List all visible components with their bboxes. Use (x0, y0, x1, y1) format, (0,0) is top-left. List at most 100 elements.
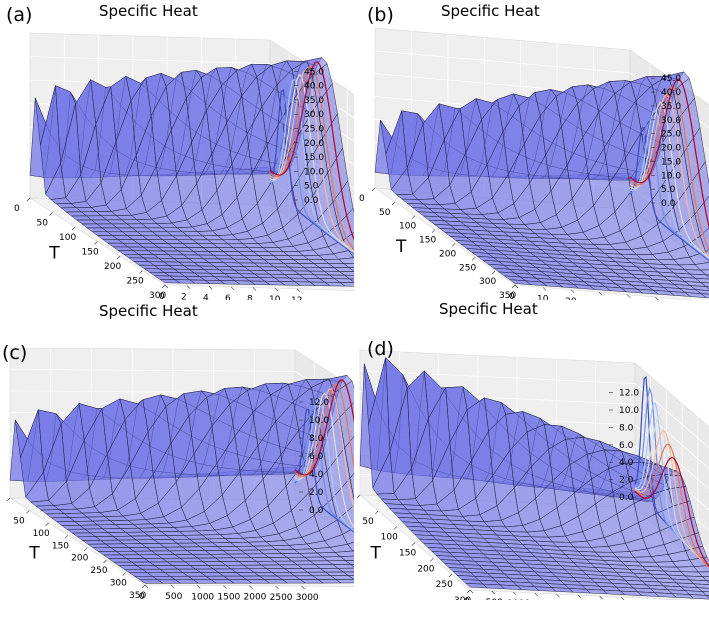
wall-curve (634, 415, 709, 568)
x-tick-label: 250 (90, 566, 107, 576)
wall-curve (629, 101, 709, 259)
surface (359, 357, 709, 600)
chart-title: Specific Heat (441, 2, 540, 20)
z-tick-label: 35.0 (304, 96, 324, 106)
x-tick-mark (375, 510, 379, 515)
y-axis: 024681012g1 (159, 284, 302, 300)
x-tick-label: 50 (13, 516, 25, 526)
x-tick-label: 50 (379, 208, 391, 218)
y-tick-mark (249, 585, 253, 589)
y-tick-label: 30 (593, 299, 605, 300)
y-tick-mark (223, 585, 227, 589)
wall-curve (629, 78, 709, 229)
x-tick-mark (411, 215, 416, 219)
y-tick-mark (514, 284, 519, 289)
y-tick-mark (513, 591, 517, 596)
chart-title: Specific Heat (99, 2, 198, 20)
gridline (359, 370, 709, 449)
z-tick-label: 4.0 (309, 470, 324, 480)
z-tick-label: 25.0 (304, 125, 324, 135)
x-tick-label: 50 (362, 517, 374, 527)
z-tick-label: 20.0 (661, 144, 681, 154)
wall-curve (629, 93, 709, 258)
y-axis: 0500100015002000250030003500Δ2 (464, 589, 625, 600)
chart-title: Specific Heat (439, 300, 538, 318)
x-tick-label: 0 (14, 204, 20, 214)
wall-curve (294, 397, 354, 531)
z-tick-label: 10.0 (619, 406, 639, 416)
wall-curve (629, 116, 709, 261)
x-tick-mark (371, 187, 376, 192)
wall-curve (294, 379, 354, 476)
z-tick-label: 40.0 (304, 82, 324, 92)
x-tick-label: 200 (104, 262, 121, 272)
z-tick-label: 15.0 (304, 153, 324, 163)
x-tick-mark (393, 526, 397, 530)
y-tick-mark (252, 287, 257, 291)
x-tick-label: 150 (419, 236, 436, 246)
wall-curve (294, 408, 354, 533)
z-tick-label: 12.0 (619, 389, 639, 399)
y-tick-label: 0 (139, 592, 145, 600)
y-tick-mark (208, 286, 213, 290)
z-tick-label: 5.0 (661, 185, 676, 195)
gridline (374, 50, 709, 129)
y-tick-label: 500 (486, 598, 503, 600)
y-tick-mark (534, 592, 539, 597)
wall-curve (269, 89, 354, 255)
chart-b-svg: 0.0 5.0 10.0 15.0 20.0 25.0 30.0 35.0 40.0 45.0 0 5… (359, 27, 709, 300)
y-tick-label: 6 (225, 294, 231, 300)
z-tick-label: 6.0 (619, 441, 634, 451)
z-tick-label: 10.0 (304, 167, 324, 177)
y-tick-mark (542, 287, 547, 291)
z-tick-label: 30.0 (304, 110, 324, 120)
x-tick-label: 300 (454, 596, 471, 600)
y-tick-label: 4 (203, 293, 209, 300)
y-tick-mark (626, 294, 631, 298)
x-tick-mark (49, 212, 53, 216)
x-tick-mark (391, 201, 396, 206)
panel-label: (d) (367, 338, 394, 360)
x-tick-mark (116, 255, 121, 260)
x-tick-mark (6, 497, 11, 502)
x-tick-label: 350 (499, 291, 516, 300)
x-tick-mark (94, 241, 98, 245)
z-axis: 0.0 2.0 4.0 6.0 8.0 10.0 12.0 (609, 389, 639, 503)
chart-title: Specific Heat (99, 302, 198, 320)
z-axis: 0.0 5.0 10.0 15.0 20.0 25.0 30.0 35.0 40.0 45.0 (294, 67, 324, 206)
surface-patch (159, 279, 181, 284)
wall-curves (629, 78, 709, 262)
x-tick-mark (411, 542, 416, 546)
x-tick-mark (448, 573, 452, 578)
y-tick-label: 8 (247, 295, 253, 300)
x-tick-mark (139, 270, 143, 274)
gridline (9, 369, 354, 410)
wall-curve (294, 401, 354, 532)
y-tick-label: 2 (181, 293, 187, 300)
z-tick-label: 15.0 (661, 157, 681, 167)
z-tick-label: 2.0 (309, 488, 324, 498)
z-tick-label: 10.0 (661, 171, 681, 181)
x-tick-mark (122, 572, 126, 576)
y-tick-mark (599, 595, 603, 600)
y-tick-mark (577, 594, 582, 599)
x-tick-label: 150 (52, 541, 69, 551)
wall-curve (629, 127, 709, 262)
y-axis: 050010001500200025003000Δ1 (139, 584, 319, 600)
y-tick-label: 1000 (191, 592, 214, 600)
y-tick-label: 12 (291, 296, 302, 300)
y-tick-mark (570, 289, 575, 294)
surface (9, 374, 354, 584)
x-tick-label: 150 (399, 549, 416, 559)
gridline (29, 56, 354, 119)
y-tick-mark (556, 593, 560, 598)
wall-curve (294, 388, 354, 512)
wall-curves (634, 375, 709, 569)
y-tick-label: 3000 (296, 593, 319, 600)
y-tick-mark (491, 590, 495, 595)
y-tick-label: 10 (269, 295, 281, 300)
y-tick-mark (186, 285, 191, 289)
x-tick-label: 250 (436, 580, 453, 590)
x-tick-mark (64, 535, 69, 539)
